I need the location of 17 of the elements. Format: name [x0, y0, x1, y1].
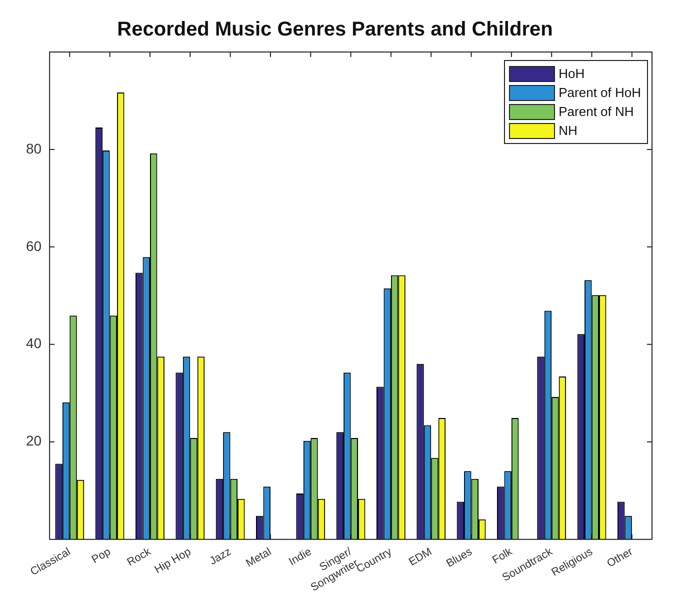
- y-tick-label: 20: [26, 432, 42, 449]
- x-tick-label: Blues: [444, 546, 475, 570]
- x-tick-label: EDM: [406, 546, 434, 568]
- y-tick-label: 40: [26, 335, 42, 352]
- x-tick-label: Rock: [125, 546, 154, 569]
- x-tick-label: Indie: [286, 546, 314, 568]
- x-tick-label: Other: [605, 546, 636, 570]
- legend-label: Parent of HoH: [558, 85, 641, 100]
- y-tick-label: 80: [26, 140, 42, 156]
- x-tick-label: Hip Hop: [152, 546, 194, 576]
- x-tick-label: Pop: [90, 546, 113, 566]
- legend-label: HoH: [558, 66, 585, 81]
- legend-label: Parent of NH: [558, 104, 634, 119]
- x-tick-label: Jazz: [208, 546, 234, 568]
- y-tick-label: 60: [26, 238, 42, 254]
- legend-label: NH: [558, 123, 578, 138]
- chart-title: Recorded Music Genres Parents and Children: [117, 18, 553, 41]
